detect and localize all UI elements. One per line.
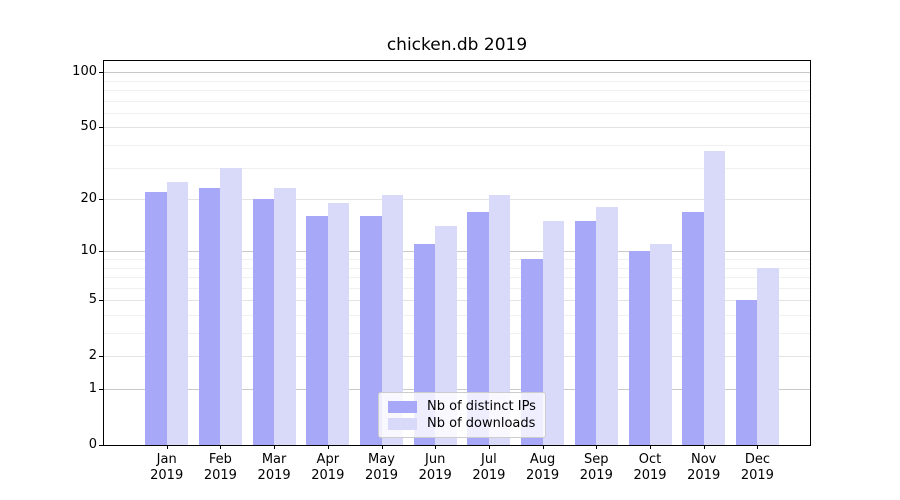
legend-swatch-downloads bbox=[388, 417, 417, 430]
bar-jan-downloads bbox=[166, 181, 189, 445]
bar-jul-downloads bbox=[488, 195, 511, 445]
y-tick-label-2: 2 bbox=[88, 348, 97, 364]
bar-jan-ips bbox=[145, 191, 167, 445]
bar-oct-downloads bbox=[650, 244, 672, 445]
legend-label-downloads: Nb of downloads bbox=[427, 416, 536, 431]
bar-jul-ips bbox=[467, 211, 489, 445]
x-tick-label-11: Nov 2019 bbox=[687, 452, 721, 483]
gridline-6 bbox=[104, 287, 810, 289]
x-tick-6 bbox=[435, 445, 437, 449]
gridline-4 bbox=[104, 315, 810, 316]
y-tick-50 bbox=[99, 127, 103, 129]
bar-aug-downloads bbox=[542, 221, 565, 445]
bar-feb-ips bbox=[198, 188, 221, 445]
x-tick-3 bbox=[274, 445, 276, 449]
bar-mar-downloads bbox=[274, 188, 296, 445]
gridline-90 bbox=[104, 80, 810, 82]
y-axis: 100 50 20 10 5 2 1 0 bbox=[0, 60, 97, 452]
bar-apr-downloads bbox=[327, 203, 350, 445]
x-tick-11 bbox=[703, 445, 705, 449]
gridline-70 bbox=[104, 100, 810, 102]
bar-sep-downloads bbox=[596, 207, 618, 445]
x-tick-label-10: Oct 2019 bbox=[633, 452, 667, 483]
bar-apr-ips bbox=[306, 216, 328, 445]
bar-may-downloads bbox=[381, 195, 403, 445]
gridline-50 bbox=[104, 127, 810, 129]
gridline-10 bbox=[104, 251, 810, 253]
y-tick-20 bbox=[99, 199, 103, 201]
y-tick-label-10: 10 bbox=[80, 243, 97, 259]
bar-nov-ips bbox=[682, 211, 704, 445]
legend-swatch-distinct-ips bbox=[388, 400, 417, 413]
y-tick-label-5: 5 bbox=[88, 292, 97, 308]
y-tick-10 bbox=[99, 251, 103, 253]
y-tick-label-1: 1 bbox=[88, 381, 97, 396]
x-tick-label-3: Mar 2019 bbox=[257, 452, 291, 483]
bar-sep-ips bbox=[574, 221, 597, 445]
chart-title: chicken.db 2019 bbox=[386, 35, 528, 55]
gridline-1 bbox=[104, 389, 810, 390]
x-tick-4 bbox=[327, 445, 329, 449]
legend: Nb of distinct IPs Nb of downloads bbox=[378, 392, 546, 438]
gridline-30 bbox=[104, 167, 810, 169]
bar-jun-downloads bbox=[435, 226, 457, 445]
y-tick-5 bbox=[99, 300, 103, 302]
x-tick-label-6: Jun 2019 bbox=[418, 452, 452, 483]
x-tick-9 bbox=[596, 445, 598, 449]
x-tick-10 bbox=[650, 445, 651, 449]
bar-feb-downloads bbox=[220, 167, 242, 445]
y-tick-0 bbox=[99, 445, 103, 446]
gridline-3 bbox=[104, 333, 810, 334]
bar-oct-ips bbox=[628, 251, 650, 445]
legend-item-downloads: Nb of downloads bbox=[388, 415, 537, 432]
bar-dec-ips bbox=[735, 300, 758, 445]
gridline-40 bbox=[104, 145, 810, 146]
x-tick-5 bbox=[381, 445, 383, 449]
gridline-9 bbox=[104, 259, 810, 260]
y-tick-label-20: 20 bbox=[80, 191, 97, 207]
x-tick-label-4: Apr 2019 bbox=[311, 452, 345, 483]
y-tick-1 bbox=[99, 389, 103, 390]
gridline-80 bbox=[104, 90, 810, 91]
gridline-5 bbox=[104, 300, 810, 302]
bar-nov-downloads bbox=[703, 151, 726, 445]
y-tick-label-100: 100 bbox=[72, 64, 97, 80]
gridline-7 bbox=[104, 277, 810, 278]
gridline-8 bbox=[104, 267, 810, 269]
x-tick-label-5: May 2019 bbox=[364, 452, 399, 483]
x-tick-label-7: Jul 2019 bbox=[472, 452, 506, 483]
plot-area: Nb of distinct IPs Nb of downloads bbox=[99, 60, 811, 449]
y-tick-2 bbox=[99, 356, 103, 358]
x-tick-2 bbox=[220, 445, 222, 449]
x-axis: Jan 2019 Feb 2019 Mar 2019 Apr 2019 May 2019… bbox=[104, 452, 810, 492]
x-tick-1 bbox=[166, 445, 168, 449]
y-tick-label-0: 0 bbox=[88, 437, 97, 452]
bar-may-ips bbox=[360, 216, 382, 445]
x-tick-label-8: Aug 2019 bbox=[526, 452, 560, 483]
x-tick-label-1: Jan 2019 bbox=[150, 452, 184, 483]
bar-mar-ips bbox=[252, 199, 275, 445]
x-tick-8 bbox=[542, 445, 544, 449]
x-tick-label-12: Dec 2019 bbox=[740, 452, 774, 483]
x-tick-7 bbox=[488, 445, 490, 449]
gridline-2 bbox=[104, 356, 810, 358]
gridline-20 bbox=[104, 199, 810, 201]
gridline-100 bbox=[104, 72, 810, 74]
x-tick-label-2: Feb 2019 bbox=[203, 452, 237, 483]
x-tick-label-9: Sep 2019 bbox=[579, 452, 613, 483]
legend-label-distinct-ips: Nb of distinct IPs bbox=[427, 399, 536, 414]
legend-item-distinct-ips: Nb of distinct IPs bbox=[388, 398, 537, 415]
gridline-60 bbox=[104, 112, 810, 114]
y-tick-100 bbox=[99, 72, 103, 74]
x-tick-12 bbox=[757, 445, 759, 449]
y-tick-label-50: 50 bbox=[80, 119, 97, 135]
bar-dec-downloads bbox=[757, 267, 779, 445]
